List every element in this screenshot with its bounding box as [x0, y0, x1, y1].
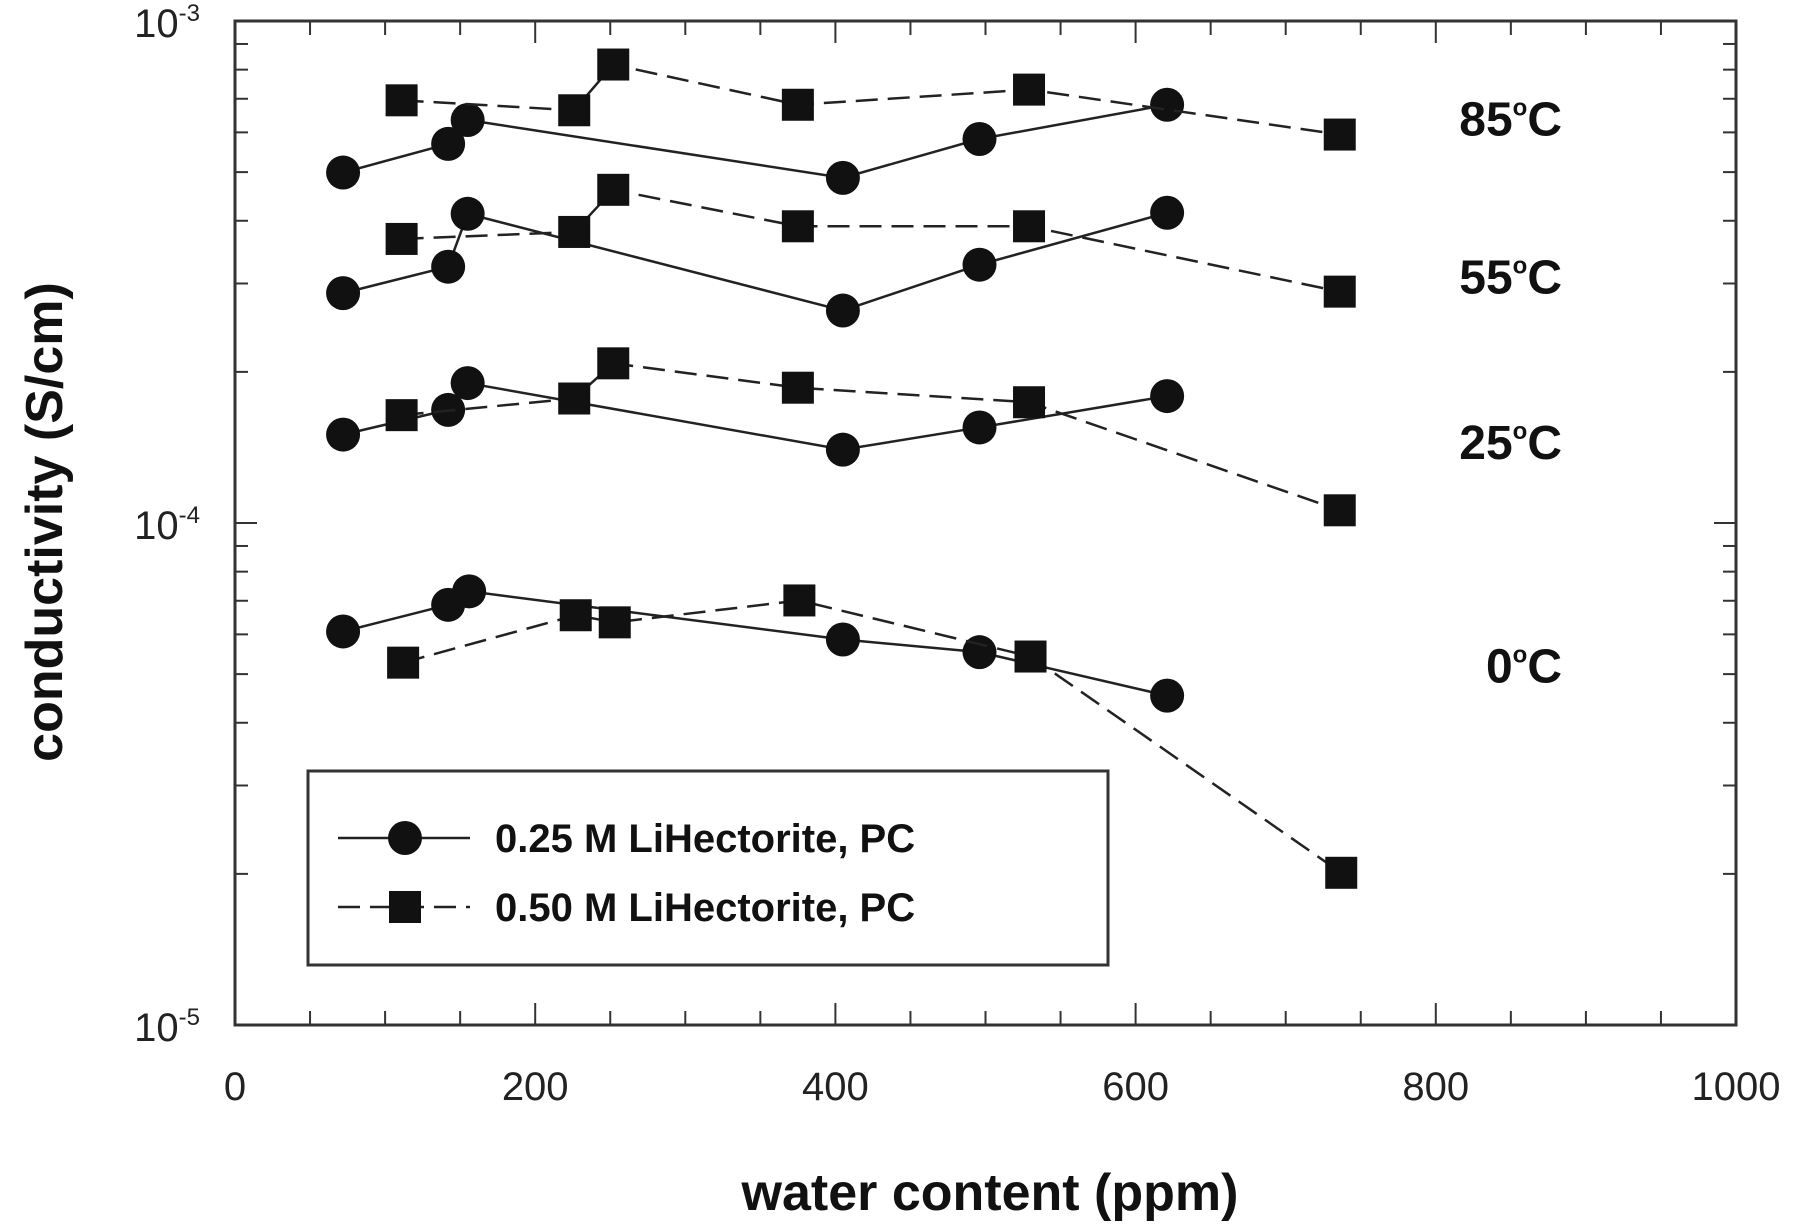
data-point [781, 371, 814, 404]
x-tick-label: 400 [802, 1065, 869, 1109]
data-point [781, 88, 814, 121]
temperature-label: 0oC [1486, 641, 1562, 694]
data-point [558, 94, 591, 127]
axis-ticks [234, 20, 1737, 1026]
legend-label-0: 0.25 M LiHectorite, PC [495, 817, 915, 861]
data-point [385, 222, 418, 255]
data-point [559, 599, 592, 632]
data-point [597, 173, 630, 206]
x-tick-label: 800 [1402, 1065, 1469, 1109]
legend-marker-square [389, 891, 421, 923]
data-point [781, 210, 814, 243]
series-square-55c [385, 173, 1356, 308]
data-point [326, 614, 361, 649]
legend-box [306, 769, 1110, 967]
x-tick-label: 200 [502, 1065, 569, 1109]
data-point [597, 48, 630, 81]
x-tick-labels: 0 200 400 600 800 1000 [224, 1065, 1781, 1109]
data-point [387, 646, 420, 679]
temperature-label: 55oC [1459, 251, 1562, 304]
legend: 0.25 M LiHectorite, PC 0.50 M LiHectorit… [306, 769, 1110, 967]
series-line [401, 362, 1341, 512]
data-point [1014, 640, 1047, 673]
series-line [402, 599, 1342, 874]
series-group [326, 48, 1358, 889]
data-point [825, 432, 860, 467]
series-line [401, 188, 1340, 293]
x-tick-label: 600 [1102, 1065, 1169, 1109]
temperature-label: 85oC [1459, 93, 1562, 146]
data-point [1150, 195, 1185, 230]
data-point [385, 84, 418, 117]
data-point [1013, 210, 1046, 243]
data-point [1150, 379, 1185, 414]
data-point [962, 247, 997, 282]
data-point [1323, 118, 1356, 151]
data-point [825, 293, 860, 328]
data-point [597, 347, 630, 380]
y-tick-label: 10-5 [134, 1004, 200, 1050]
series-square-0c [387, 584, 1358, 889]
series-square-25c [385, 347, 1356, 527]
y-tick-label: 10-3 [134, 0, 200, 46]
data-point [1013, 386, 1046, 419]
data-point [962, 122, 997, 157]
data-point [450, 366, 485, 401]
legend-label-1: 0.50 M LiHectorite, PC [495, 886, 915, 930]
series-circle-55c [326, 195, 1185, 328]
data-point [326, 276, 361, 311]
data-point [450, 103, 485, 138]
data-point [825, 160, 860, 195]
series-line [342, 211, 1168, 312]
temperature-labels: 85oC 55oC 25oC 0oC [1459, 93, 1562, 693]
x-tick-label: 0 [224, 1065, 246, 1109]
data-point [1013, 73, 1046, 106]
data-point [431, 249, 466, 284]
series-circle-0c [326, 574, 1185, 713]
x-axis-title: water content (ppm) [741, 1164, 1239, 1222]
temperature-label: 25oC [1459, 417, 1562, 470]
data-point [431, 126, 466, 161]
series-line [401, 63, 1340, 136]
x-tick-label: 1000 [1692, 1065, 1781, 1109]
data-point [962, 635, 997, 670]
series-square-85c [385, 48, 1356, 151]
data-point [783, 584, 816, 617]
data-point [962, 410, 997, 445]
legend-marker-circle [388, 821, 422, 855]
data-point [558, 215, 591, 248]
data-point [598, 606, 631, 639]
series-circle-85c [326, 87, 1185, 195]
data-point [326, 155, 361, 190]
data-point [1325, 856, 1358, 889]
data-point [558, 382, 591, 415]
data-point [326, 417, 361, 452]
data-point [825, 622, 860, 657]
data-point [450, 196, 485, 231]
data-point [385, 399, 418, 432]
series-line [342, 381, 1168, 451]
data-point [1323, 494, 1356, 527]
data-point [452, 574, 487, 609]
y-tick-label: 10-4 [134, 502, 200, 548]
series-line [342, 590, 1168, 697]
y-tick-labels: 10-5 10-4 10-3 [134, 0, 200, 1050]
data-point [1150, 678, 1185, 713]
data-point [1323, 275, 1356, 308]
data-point [1150, 87, 1185, 122]
series-line [342, 103, 1168, 180]
y-axis-title: conductivity (S/cm) [16, 282, 74, 762]
